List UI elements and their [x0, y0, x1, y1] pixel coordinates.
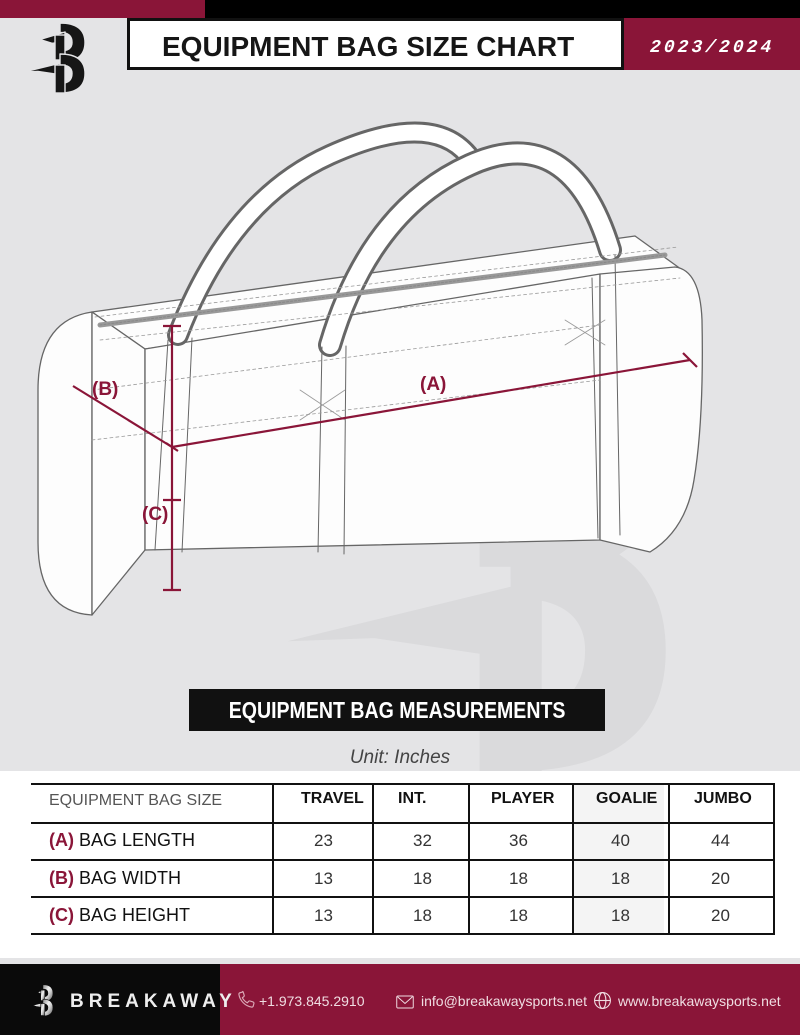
svg-text:(B): (B) — [92, 379, 118, 400]
svg-text:(C): (C) — [142, 504, 168, 525]
svg-text:(A): (A) — [420, 374, 446, 395]
